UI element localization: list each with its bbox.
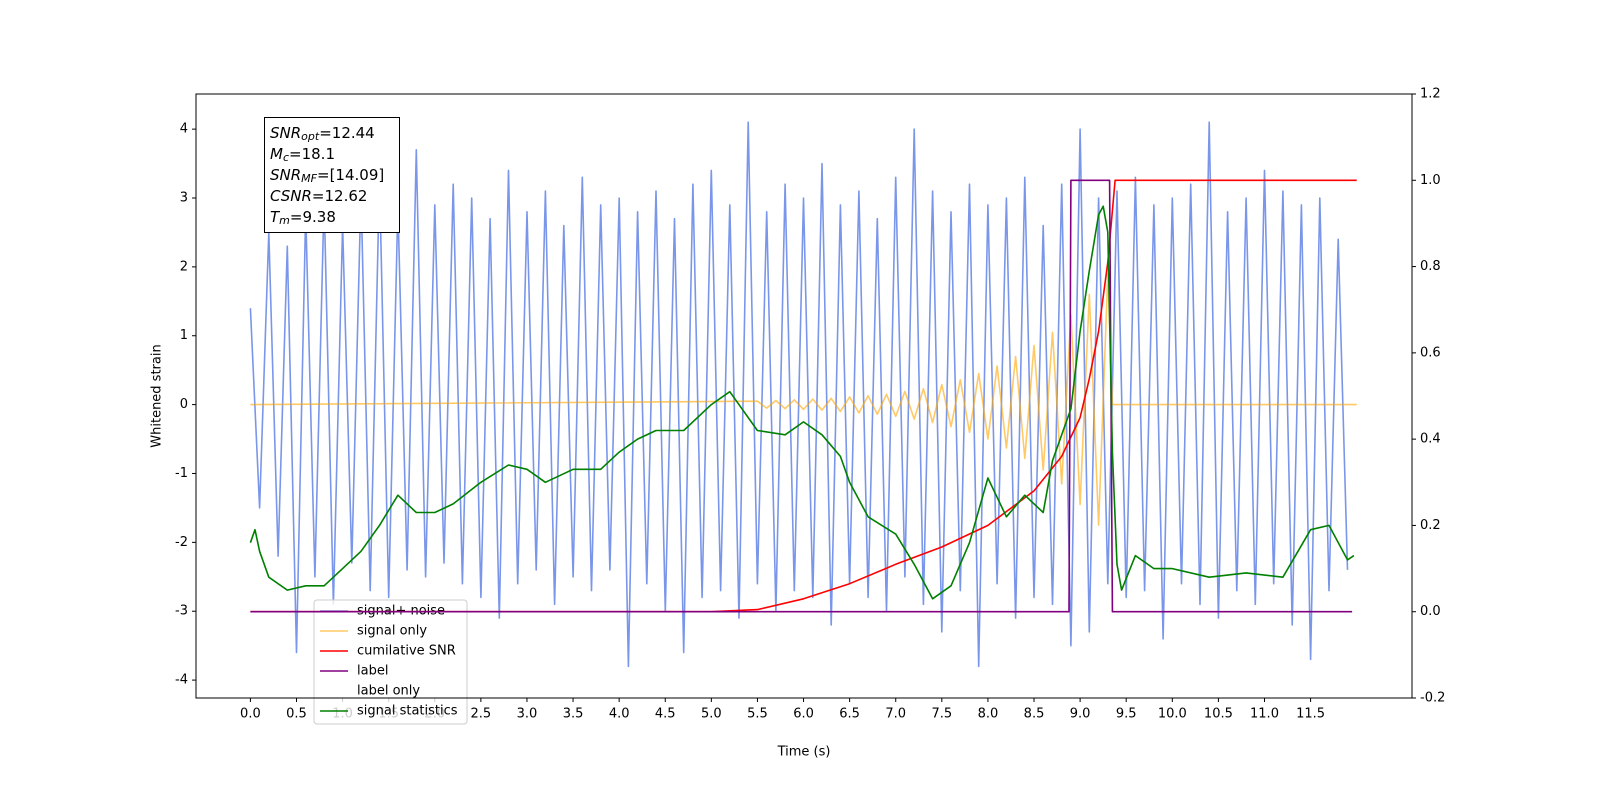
x-tick-label: 6.5 <box>839 707 860 722</box>
annotation-box <box>264 117 400 233</box>
annotation-subscript: m <box>279 214 290 227</box>
y-tick-label: -2 <box>175 535 188 550</box>
y2-tick-label: 0.6 <box>1420 345 1441 360</box>
annotation-symbol: M <box>270 145 283 163</box>
y-axis-label: Whitened strain <box>150 344 165 447</box>
x-tick-label: 5.5 <box>747 707 768 722</box>
annotation-subscript: opt <box>301 130 320 143</box>
annotation-symbol: CSNR <box>270 187 312 205</box>
x-tick-label: 3.0 <box>517 707 538 722</box>
legend-label: signal statistics <box>357 704 458 719</box>
x-tick-label: 7.5 <box>931 707 952 722</box>
annotation-symbol: SNR <box>270 124 301 142</box>
y2-tick-label: -0.2 <box>1420 691 1445 706</box>
y-tick-label: -1 <box>175 466 188 481</box>
y-tick-label: 2 <box>180 259 188 274</box>
x-tick-label: 6.0 <box>793 707 814 722</box>
annotation-line: Mc=18.1 <box>270 145 335 165</box>
x-tick-label: 4.0 <box>609 707 630 722</box>
y-tick-label: 4 <box>180 122 188 137</box>
x-tick-label: 9.0 <box>1070 707 1091 722</box>
x-tick-label: 5.0 <box>701 707 722 722</box>
y2-tick-label: 0.4 <box>1420 432 1441 447</box>
annotation-value: =9.38 <box>290 208 336 226</box>
annotation-subscript: MF <box>301 172 317 185</box>
annotation-value: =18.1 <box>289 145 335 163</box>
x-tick-label: 10.0 <box>1158 707 1187 722</box>
legend-label: cumilative SNR <box>357 644 456 659</box>
annotation-value: =12.62 <box>312 187 368 205</box>
x-tick-label: 11.5 <box>1296 707 1325 722</box>
annotation-symbol: SNR <box>270 166 301 184</box>
x-tick-label: 2.5 <box>471 707 492 722</box>
series-line <box>250 179 1353 613</box>
series-line <box>249 121 1349 668</box>
annotation-line: SNRopt=12.44 <box>270 124 375 144</box>
x-tick-label: 7.0 <box>885 707 906 722</box>
legend-box <box>313 599 468 725</box>
annotation-symbol: T <box>270 208 281 226</box>
x-tick-label: 0.0 <box>240 707 261 722</box>
series-line <box>249 205 1355 600</box>
annotation-line: SNRMF=[14.09] <box>270 166 384 186</box>
series-line <box>250 179 1357 613</box>
legend-label: signal only <box>357 624 427 639</box>
series-line <box>250 273 1357 526</box>
x-tick-label: 4.5 <box>655 707 676 722</box>
annotation-line: Tm=9.38 <box>270 208 336 228</box>
annotation: SNRopt=12.44Mc=18.1SNRMF=[14.09]CSNR=12.… <box>264 117 400 233</box>
y-tick-label: 1 <box>180 328 188 343</box>
annotation-value: =12.44 <box>319 124 375 142</box>
x-tick-label: 0.5 <box>286 707 307 722</box>
y-tick-label: 3 <box>180 190 188 205</box>
plot-frame <box>195 93 1413 699</box>
legend-label: label only <box>357 684 420 699</box>
annotation-value: =[14.09] <box>317 166 384 184</box>
x-tick-label: 8.0 <box>978 707 999 722</box>
x-tick-label: 11.0 <box>1250 707 1279 722</box>
x-axis-label: Time (s) <box>777 745 831 760</box>
y-tick-label: -3 <box>175 604 188 619</box>
y2-tick-label: 0.8 <box>1420 259 1441 274</box>
x-tick-label: 10.5 <box>1204 707 1233 722</box>
x-tick-label: 9.5 <box>1116 707 1137 722</box>
x-tick-label: 8.5 <box>1024 707 1045 722</box>
y2-tick-label: 1.0 <box>1420 173 1441 188</box>
legend-label: label <box>357 664 388 679</box>
x-tick-label: 3.5 <box>563 707 584 722</box>
y-tick-label: -4 <box>175 673 188 688</box>
annotation-subscript: c <box>283 151 289 164</box>
annotation-line: CSNR=12.62 <box>270 187 367 205</box>
y2-tick-label: 1.2 <box>1420 87 1441 102</box>
y2-tick-label: 0.0 <box>1420 604 1441 619</box>
y2-tick-label: 0.2 <box>1420 518 1441 533</box>
y-tick-label: 0 <box>180 397 188 412</box>
